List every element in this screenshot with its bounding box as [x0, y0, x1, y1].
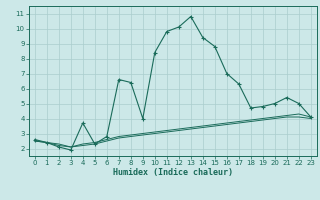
X-axis label: Humidex (Indice chaleur): Humidex (Indice chaleur) [113, 168, 233, 177]
